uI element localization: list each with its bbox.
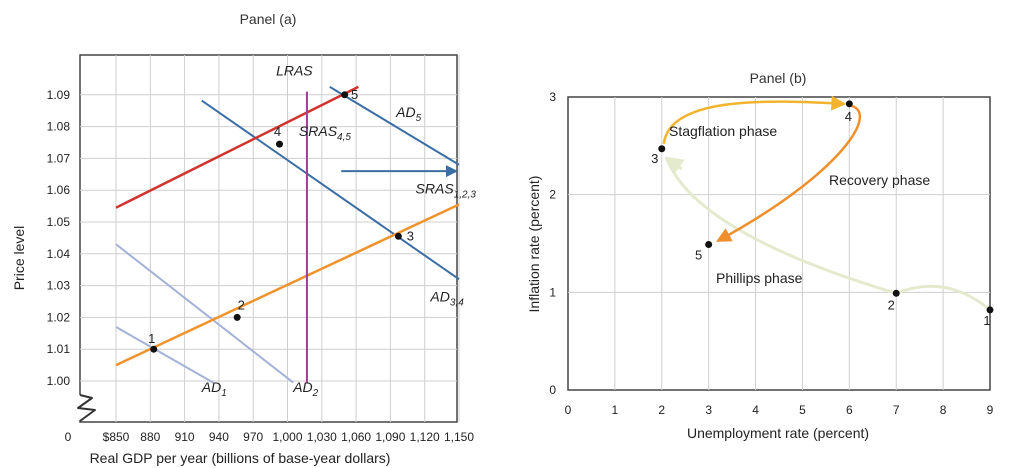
point-1	[986, 306, 994, 314]
x-tick-label: 1,120	[410, 430, 440, 444]
x-tick-label: 910	[175, 430, 195, 444]
equilibrium-point-3	[394, 232, 402, 240]
y-axis-label: Price level	[11, 226, 27, 291]
x-tick-label: 0	[565, 403, 572, 417]
x-tick-label: 7	[893, 403, 900, 417]
point-label-4: 4	[845, 109, 852, 124]
y-tick-label: 1.02	[47, 310, 71, 324]
point-label-1: 1	[148, 331, 155, 346]
sras-4-5-label: SRAS4,5	[299, 123, 351, 143]
x-tick-label: 1,030	[307, 430, 337, 444]
y-tick-label: 2	[549, 188, 556, 202]
sras-1-2-3-curve	[115, 203, 460, 367]
y-tick-label: 1.09	[47, 88, 71, 102]
ad-3-4-curve	[201, 99, 460, 281]
x-tick-label: 3	[705, 403, 712, 417]
point-label-1: 1	[983, 313, 990, 328]
ad-5-curve	[329, 85, 460, 166]
ad-1-curve	[115, 326, 214, 384]
x-tick-label: 1,000	[272, 430, 302, 444]
y-tick-label: 1.07	[47, 151, 71, 165]
sras-1-2-3-label: SRAS1,2,3	[416, 180, 477, 200]
x-tick-label: 880	[140, 430, 160, 444]
point-2	[892, 289, 900, 297]
point-label-2: 2	[888, 297, 895, 312]
x-tick-label: 9	[987, 403, 994, 417]
x-tick-label: 1,150	[444, 430, 474, 444]
point-label-5: 5	[695, 247, 702, 262]
panel-b-title: Panel (b)	[750, 70, 807, 86]
point-3	[658, 145, 666, 153]
phillips-phase-label: Phillips phase	[716, 270, 803, 286]
y-axis-label: Inflation rate (percent)	[526, 176, 542, 313]
x-tick-label: 1,060	[341, 430, 371, 444]
y-tick-label: 1	[549, 285, 556, 299]
x-tick-label: 4	[752, 403, 759, 417]
recovery-phase-curve	[716, 104, 862, 242]
y-tick-label: 0	[549, 383, 556, 397]
stagflation-phase-curve	[662, 95, 847, 144]
point-label-4: 4	[274, 124, 281, 139]
panel-b-plot-area	[567, 96, 991, 391]
point-4	[845, 100, 853, 108]
equilibrium-point-5	[341, 91, 349, 99]
x-tick-label: 1,090	[375, 430, 405, 444]
x-axis-label: Unemployment rate (percent)	[687, 425, 869, 441]
origin-label: 0	[65, 430, 72, 444]
point-label-3: 3	[407, 228, 414, 243]
y-tick-label: 1.08	[47, 120, 71, 134]
ad-2-curve	[115, 243, 294, 384]
ad-2-label: AD2	[292, 379, 318, 399]
equilibrium-point-1	[150, 345, 158, 353]
phillips-phase-curve	[665, 157, 992, 312]
y-tick-label: 3	[549, 90, 556, 104]
point-label-5: 5	[351, 87, 358, 102]
x-tick-label: 2	[658, 403, 665, 417]
equilibrium-point-2	[233, 313, 241, 321]
panel-a-plot-area	[79, 54, 458, 423]
ad-5-label: AD5	[395, 104, 421, 124]
x-tick-label: 970	[243, 430, 263, 444]
point-5	[705, 240, 713, 248]
y-tick-label: 1.03	[47, 279, 71, 293]
ad-1-label: AD1	[201, 379, 227, 399]
stagflation-phase-label: Stagflation phase	[669, 123, 777, 139]
x-tick-label: 8	[940, 403, 947, 417]
axis-break-icon	[77, 394, 96, 422]
ad-3-4-label: AD3,4	[429, 289, 464, 309]
equilibrium-point-4	[275, 140, 283, 148]
y-tick-label: 1.05	[47, 215, 71, 229]
panel-a-title: Panel (a)	[240, 11, 297, 27]
point-label-3: 3	[651, 151, 658, 166]
y-tick-label: 1.00	[47, 374, 71, 388]
lras-label: LRAS	[276, 63, 313, 79]
recovery-phase-label: Recovery phase	[829, 172, 930, 188]
y-tick-label: 1.06	[47, 183, 71, 197]
panel-b: Panel (b) 0 1 2 3 4 5 6 7 8 9 0 1 2 3 Unemployment rate…	[526, 70, 994, 441]
panel-a: Panel (a) $850 880 910 940 970 1,000 1,030 1,060…	[11, 11, 476, 466]
y-tick-label: 1.04	[47, 247, 71, 261]
phillips-phase-arrow	[664, 156, 685, 175]
point-label-2: 2	[238, 297, 245, 312]
y-tick-label: 1.01	[47, 342, 71, 356]
x-axis-label: Real GDP per year (billions of base-year…	[90, 450, 391, 466]
x-tick-label: 6	[846, 403, 853, 417]
x-tick-label: 5	[799, 403, 806, 417]
x-tick-label: 1	[612, 403, 619, 417]
sras-4-5-curve	[115, 85, 359, 209]
x-tick-label: $850	[103, 430, 130, 444]
x-tick-label: 940	[209, 430, 229, 444]
